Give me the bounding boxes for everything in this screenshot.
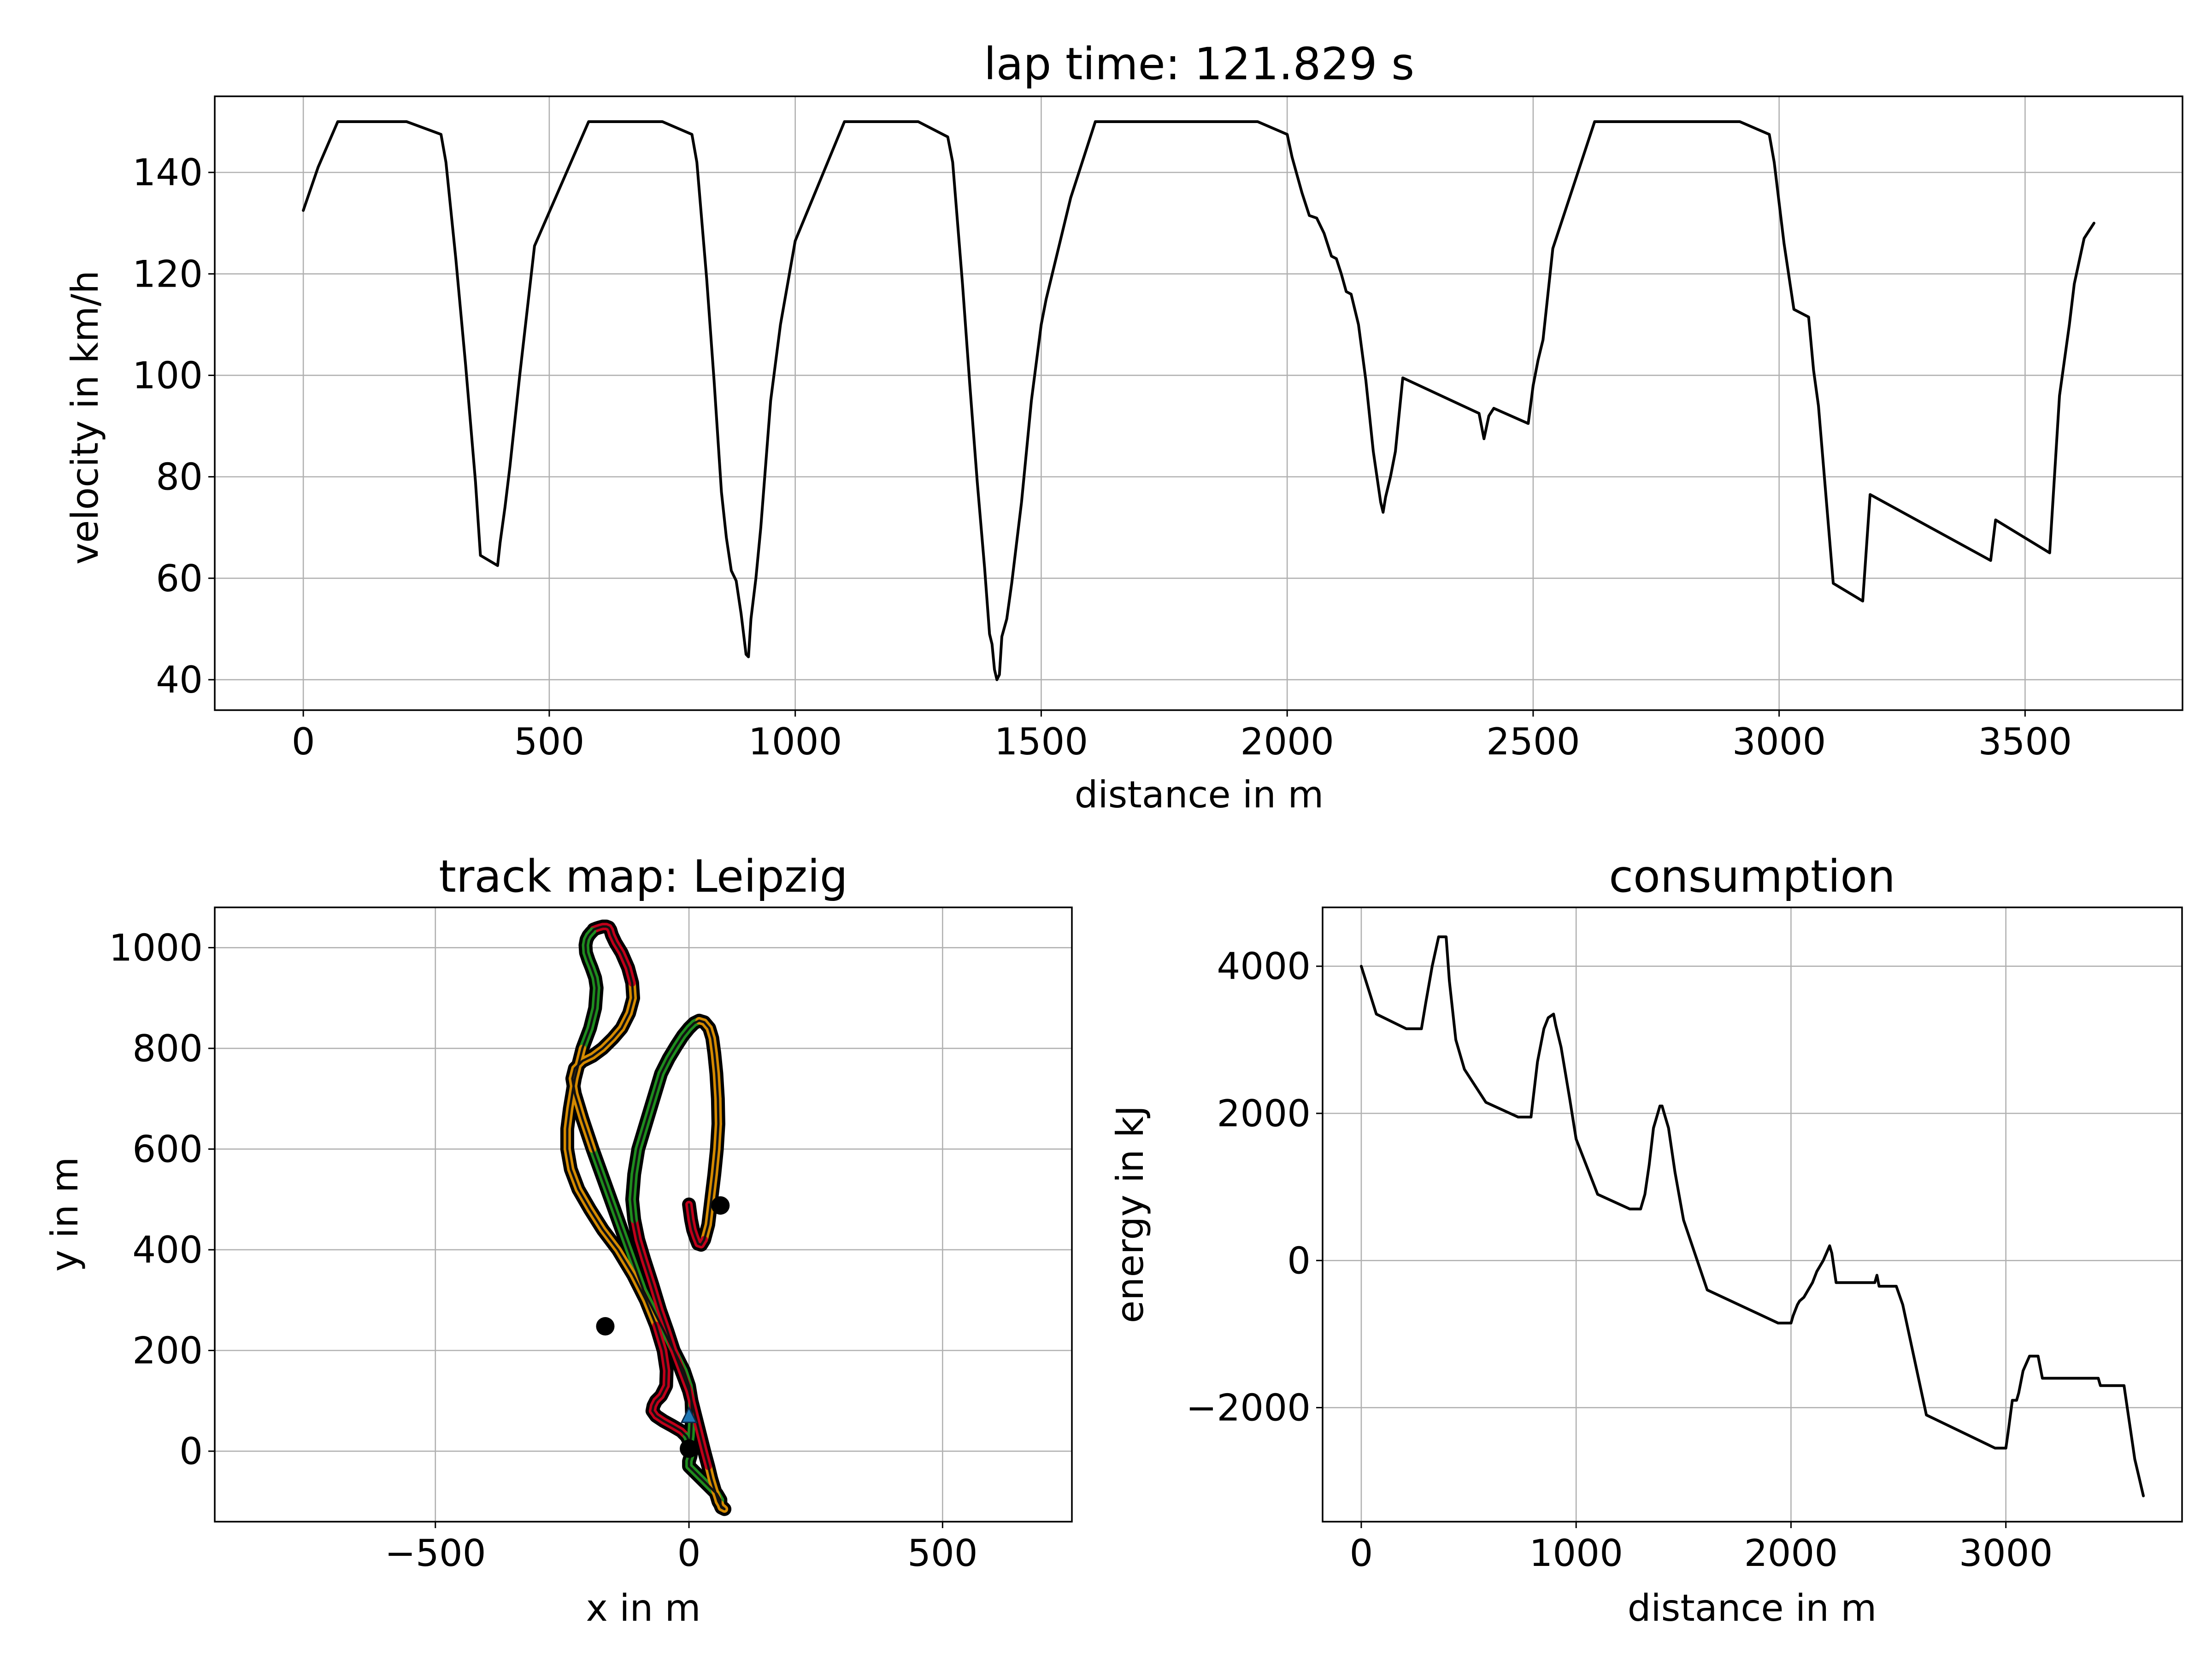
track-map-x-axis-label: x in m [586,1587,700,1630]
track-map-x-tick-label: −500 [385,1532,486,1575]
consumption-x-tick-label: 2000 [1744,1532,1838,1575]
consumption-y-tick-label: 2000 [1217,1092,1311,1135]
track-marker-point [596,1317,615,1336]
velocity-x-tick-label: 1500 [994,720,1088,763]
consumption-x-tick-label: 1000 [1529,1532,1623,1575]
consumption-grid [1323,907,2182,1522]
consumption-x-axis-label: distance in m [1628,1587,1877,1630]
track-map-y-tick-label: 0 [179,1430,203,1473]
velocity-y-tick-label: 80 [156,456,203,499]
velocity-y-axis-label: velocity in km/h [64,271,106,565]
start-direction-arrow [680,1406,698,1424]
velocity-line [302,120,2095,681]
velocity-x-axis-label: distance in m [1075,773,1324,816]
track-map-title: track map: Leipzig [439,851,847,902]
velocity-x-tick-label: 3000 [1732,720,1826,763]
velocity-grid [215,96,2183,710]
track-map-y-tick-label: 400 [132,1229,203,1271]
velocity-x-tick-label: 0 [292,720,315,763]
consumption-series [1359,935,2145,1498]
velocity-chart-title: lap time: 121.829 s [984,38,1414,90]
track-map-route [560,919,732,1516]
consumption-y-tick-label: 4000 [1217,945,1311,988]
velocity-axes-frame [214,95,2183,711]
track-marker-point [680,1439,699,1458]
velocity-x-tick-label: 2500 [1486,720,1580,763]
velocity-y-tick-label: 100 [132,354,203,397]
track-map-y-tick-label: 600 [132,1128,203,1171]
velocity-x-tick-label: 500 [514,720,585,763]
velocity-y-tick-label: 60 [156,557,203,600]
consumption-line [1359,935,2145,1498]
velocity-x-tick-label: 1000 [748,720,842,763]
velocity-y-tick-label: 140 [132,151,203,194]
track-map-markers [596,1196,730,1458]
velocity-y-tick-label: 40 [156,659,203,701]
track-map-ticks: −500 0 500 0 200 400 600 800 1000 [109,926,977,1575]
track-map-y-tick-label: 1000 [109,926,203,969]
consumption-x-tick-label: 3000 [1959,1532,2053,1575]
velocity-x-tick-label: 3500 [1978,720,2072,763]
track-map-y-tick-label: 200 [132,1330,203,1372]
track-map-y-axis-label: y in m [43,1157,86,1271]
track-map-axes-frame [214,906,1073,1523]
track-map-chart: track map: Leipzig x in m y in m −500 0 50… [43,851,1073,1630]
consumption-axes-frame [1322,906,2183,1523]
consumption-y-tick-label: −2000 [1186,1387,1311,1430]
consumption-y-tick-label: 0 [1287,1239,1311,1282]
consumption-y-axis-label: energy in kJ [1109,1106,1152,1323]
track-map-x-tick-label: 0 [677,1532,701,1575]
velocity-ticks: 0 500 1000 1500 2000 2500 3000 3500 40 60 80 100 120… [132,151,2072,763]
velocity-y-tick-label: 120 [132,253,203,295]
velocity-series [302,120,2095,681]
velocity-profile-chart: lap time: 121.829 s distance in m veloci… [64,38,2183,816]
velocity-x-tick-label: 2000 [1240,720,1334,763]
consumption-x-tick-label: 0 [1349,1532,1373,1575]
track-map-y-tick-label: 800 [132,1027,203,1070]
consumption-title: consumption [1609,851,1895,902]
track-marker-point [711,1196,730,1215]
consumption-chart: consumption distance in m energy in kJ 0… [1109,851,2183,1630]
track-centerline [566,925,726,1511]
consumption-ticks: 0 1000 2000 3000 −2000 0 2000 4000 [1186,945,2053,1575]
track-map-x-tick-label: 500 [907,1532,978,1575]
